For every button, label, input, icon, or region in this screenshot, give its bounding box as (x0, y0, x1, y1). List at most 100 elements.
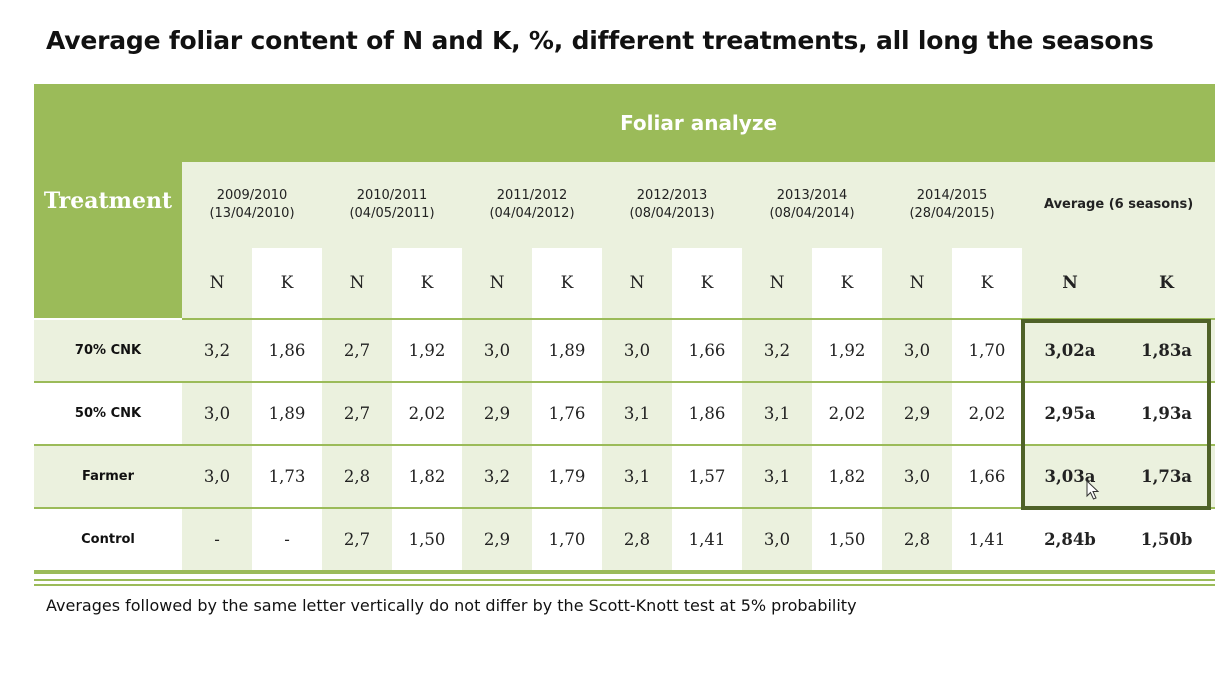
n-value-cell: 3,0 (742, 508, 812, 572)
n-value-cell: - (182, 508, 252, 572)
k-value-cell: 2,02 (392, 382, 462, 446)
foliar-table: Treatment Foliar analyze 2009/2010 (13/04… (34, 84, 1216, 572)
avg-n-cell: 3,03a (1022, 445, 1118, 509)
k-value-cell: 1,70 (952, 319, 1022, 383)
header-row-group: Treatment Foliar analyze (34, 84, 1216, 320)
n-value-cell: 3,0 (182, 382, 252, 446)
season-date: (04/04/2012) (489, 206, 575, 221)
n-value-cell: 3,1 (602, 445, 672, 509)
n-value-cell: 2,7 (322, 382, 392, 446)
footnote: Averages followed by the same letter ver… (46, 596, 857, 615)
k-value-cell: 1,73 (252, 445, 322, 509)
season-header: 2010/2011 (04/05/2011) (322, 162, 462, 248)
k-header: K (812, 248, 882, 320)
season-date: (04/05/2011) (349, 206, 435, 221)
k-value-cell: 1,50 (392, 508, 462, 572)
n-value-cell: 3,2 (742, 319, 812, 383)
k-value-cell: 1,82 (392, 445, 462, 509)
avg-k-cell: 1,93a (1118, 382, 1216, 446)
season-label: 2009/2010 (216, 188, 288, 203)
k-header: K (952, 248, 1022, 320)
k-value-cell: 1,79 (532, 445, 602, 509)
table-body: 70% CNK 3,2 1,86 2,7 1,92 3,0 1,89 3,0 1,66 3,2 1,… (34, 319, 1216, 572)
k-value-cell: 1,76 (532, 382, 602, 446)
n-value-cell: 3,2 (182, 319, 252, 383)
foliar-analyze-header: Foliar analyze (182, 84, 1216, 162)
k-value-cell: 1,66 (952, 445, 1022, 509)
n-value-cell: 3,0 (602, 319, 672, 383)
n-value-cell: 3,1 (602, 382, 672, 446)
n-value-cell: 2,9 (462, 382, 532, 446)
n-header: N (602, 248, 672, 320)
n-value-cell: 2,9 (462, 508, 532, 572)
k-header: K (672, 248, 742, 320)
header-row-nk: N K N K N K N K N K N K N K (34, 248, 1216, 320)
n-value-cell: 2,9 (882, 382, 952, 446)
n-value-cell: 2,8 (602, 508, 672, 572)
k-value-cell: 1,86 (672, 382, 742, 446)
k-value-cell: 1,86 (252, 319, 322, 383)
treatment-name: 70% CNK (34, 319, 182, 383)
n-value-cell: 2,8 (322, 445, 392, 509)
season-date: (08/04/2013) (629, 206, 715, 221)
avg-k-cell: 1,73a (1118, 445, 1216, 509)
n-header: N (462, 248, 532, 320)
mouse-cursor-icon (1086, 480, 1100, 500)
treatment-name: Control (34, 508, 182, 572)
season-header: 2009/2010 (13/04/2010) (182, 162, 322, 248)
season-label: 2013/2014 (776, 188, 848, 203)
foliar-table-wrapper: Treatment Foliar analyze 2009/2010 (13/04… (34, 84, 1216, 588)
k-value-cell: 2,02 (952, 382, 1022, 446)
page-title: Average foliar content of N and K, %, di… (46, 26, 1154, 55)
n-value-cell: 3,0 (882, 445, 952, 509)
season-header: 2011/2012 (04/04/2012) (462, 162, 602, 248)
k-value-cell: 1,89 (252, 382, 322, 446)
k-value-cell: 1,66 (672, 319, 742, 383)
n-header: N (882, 248, 952, 320)
n-value-cell: 3,1 (742, 382, 812, 446)
treatment-header: Treatment (34, 84, 182, 320)
n-value-cell: 2,7 (322, 319, 392, 383)
season-date: (08/04/2014) (769, 206, 855, 221)
k-value-cell: 1,57 (672, 445, 742, 509)
k-value-cell: 1,50 (812, 508, 882, 572)
avg-n-cell: 2,95a (1022, 382, 1118, 446)
avg-n-header: N (1022, 248, 1118, 320)
k-value-cell: 1,70 (532, 508, 602, 572)
k-header: K (392, 248, 462, 320)
n-header: N (322, 248, 392, 320)
season-label: 2011/2012 (496, 188, 568, 203)
avg-n-cell: 2,84b (1022, 508, 1118, 572)
season-date: (13/04/2010) (209, 206, 295, 221)
k-value-cell: 1,41 (672, 508, 742, 572)
n-value-cell: 2,7 (322, 508, 392, 572)
k-value-cell: 1,92 (812, 319, 882, 383)
k-value-cell: 1,41 (952, 508, 1022, 572)
table-row: 50% CNK 3,0 1,89 2,7 2,02 2,9 1,76 3,1 1,86 3,1 2,… (34, 382, 1216, 446)
n-value-cell: 3,2 (462, 445, 532, 509)
n-value-cell: 3,1 (742, 445, 812, 509)
k-header: K (252, 248, 322, 320)
season-header: 2013/2014 (08/04/2014) (742, 162, 882, 248)
season-label: 2014/2015 (916, 188, 988, 203)
season-date: (28/04/2015) (909, 206, 995, 221)
header-row-seasons: 2009/2010 (13/04/2010) 2010/2011 (04/05/20… (34, 162, 1216, 248)
n-header: N (182, 248, 252, 320)
k-header: K (532, 248, 602, 320)
table-row: Farmer 3,0 1,73 2,8 1,82 3,2 1,79 3,1 1,57 3,1 1,8… (34, 445, 1216, 509)
n-value-cell: 3,0 (462, 319, 532, 383)
table-row: Control - -2,7 1,50 2,9 1,70 2,8 1,41 3,0 1,50 2,8… (34, 508, 1216, 572)
k-value-cell: 2,02 (812, 382, 882, 446)
avg-k-header: K (1118, 248, 1216, 320)
table-bottom-rule (34, 572, 1215, 586)
season-header: 2014/2015 (28/04/2015) (882, 162, 1022, 248)
season-header: 2012/2013 (08/04/2013) (602, 162, 742, 248)
n-header: N (742, 248, 812, 320)
avg-k-cell: 1,83a (1118, 319, 1216, 383)
avg-k-cell: 1,50b (1118, 508, 1216, 572)
treatment-name: 50% CNK (34, 382, 182, 446)
n-value-cell: 2,8 (882, 508, 952, 572)
avg-n-cell: 3,02a (1022, 319, 1118, 383)
k-value-cell: 1,92 (392, 319, 462, 383)
n-value-cell: 3,0 (182, 445, 252, 509)
